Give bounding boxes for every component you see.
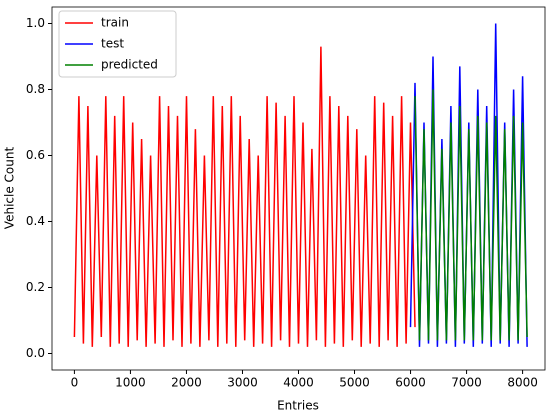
series-line bbox=[73, 46, 416, 347]
x-tick-label: 3000 bbox=[227, 376, 258, 390]
y-tick-label: 0.2 bbox=[26, 280, 45, 294]
x-tick-label: 2000 bbox=[171, 376, 202, 390]
y-tick-label: 0.8 bbox=[26, 82, 45, 96]
legend-box bbox=[58, 10, 177, 78]
x-tick-label: 1000 bbox=[115, 376, 146, 390]
x-tick-label: 7000 bbox=[451, 376, 482, 390]
series-line bbox=[414, 89, 528, 341]
y-axis-label: Vehicle Count bbox=[3, 147, 17, 230]
y-tick-label: 0.6 bbox=[26, 148, 45, 162]
x-tick-label: 6000 bbox=[395, 376, 426, 390]
x-tick-label: 4000 bbox=[283, 376, 314, 390]
x-tick-label: 8000 bbox=[507, 376, 538, 390]
legend-label: predicted bbox=[101, 58, 158, 72]
x-tick-label: 5000 bbox=[339, 376, 370, 390]
y-tick-label: 0.4 bbox=[26, 214, 45, 228]
legend-label: test bbox=[101, 37, 124, 51]
x-axis-label: Entries bbox=[277, 399, 319, 413]
y-tick-label: 0.0 bbox=[26, 346, 45, 360]
legend-label: train bbox=[101, 16, 129, 30]
x-tick-label: 0 bbox=[71, 376, 79, 390]
y-tick-label: 1.0 bbox=[26, 16, 45, 30]
